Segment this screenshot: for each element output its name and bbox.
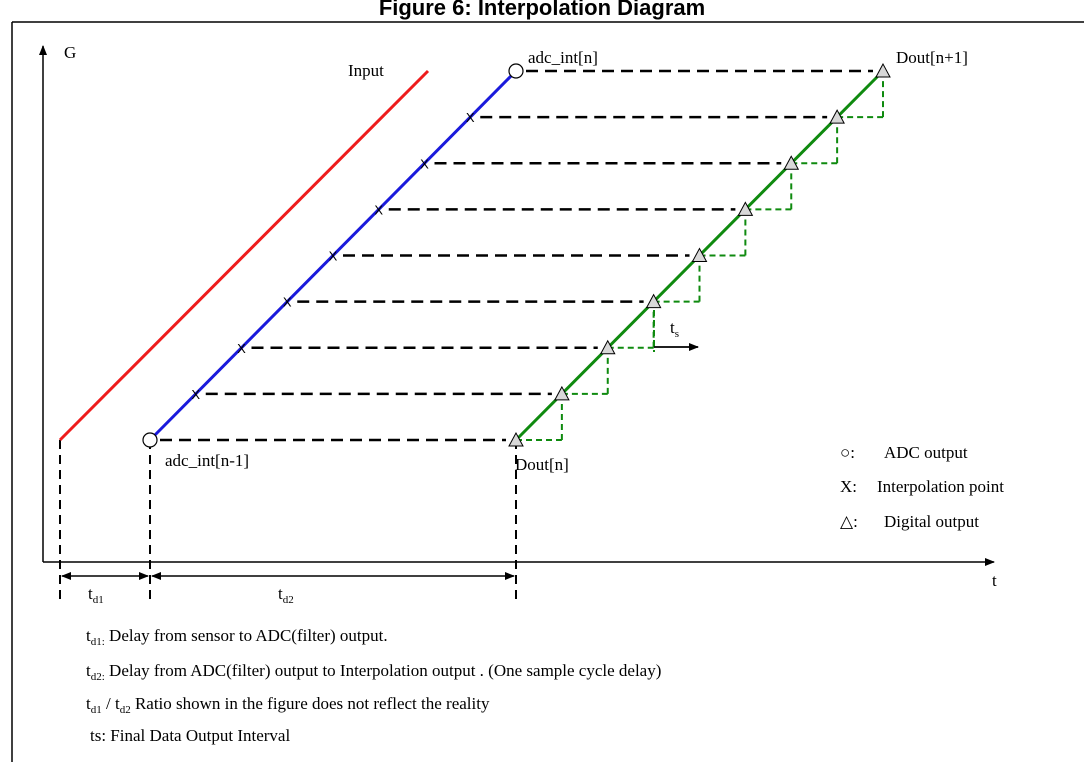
dout-start-label: Dout[n] (515, 455, 569, 474)
legend-digital-text: Digital output (884, 512, 979, 531)
y-axis-label: G (64, 43, 76, 62)
figure-frame (11, 21, 1084, 762)
legend-interp-text: Interpolation point (877, 477, 1004, 496)
digital-output-marker (875, 62, 891, 78)
digital-output-marker (829, 109, 845, 124)
figure-title: Figure 6: Interpolation Diagram (379, 0, 705, 20)
digital-output-marker (645, 293, 662, 309)
digital-output-marker (737, 201, 754, 216)
legend-adc-symbol: ○: (840, 443, 855, 462)
adc-start-label: adc_int[n-1] (165, 451, 249, 470)
legend-adc-text: ADC output (884, 443, 968, 462)
input-line (58, 69, 430, 442)
notes: td1: Delay from sensor to ADC(filter) ou… (86, 626, 661, 745)
digital-output-marker (554, 385, 570, 401)
digital-output-marker (508, 431, 524, 447)
td2-label: td2 (278, 584, 294, 606)
note-ratio: td1 / td2 Ratio shown in the figure does… (86, 694, 490, 716)
adc-end-label: adc_int[n] (528, 48, 598, 67)
digital-output-marker (599, 339, 616, 355)
legend-interp-symbol: X: (840, 477, 857, 496)
interpolation-point-mark: X (329, 249, 338, 264)
note-td1: td1: Delay from sensor to ADC(filter) ou… (86, 626, 388, 648)
adc-output-marker-start (142, 432, 158, 448)
digital-output-marker (783, 155, 800, 170)
interpolation-point-mark: X (420, 156, 429, 171)
x-axis-label: t (992, 571, 997, 590)
interpolation-point-mark: X (191, 387, 200, 402)
legend-digital-symbol: △: (840, 512, 858, 531)
interpolation-point-mark: X (237, 341, 246, 356)
td1-label: td1 (88, 584, 104, 606)
dout-end-label: Dout[n+1] (896, 48, 968, 67)
drop-lines (59, 440, 517, 600)
ts-label: ts (670, 318, 679, 340)
interpolation-point-mark: X (374, 202, 383, 217)
legend: ○: ADC output X: Interpolation point △: … (840, 443, 1004, 531)
interpolation-points: X X X X X X X (191, 110, 475, 402)
digital-output-marker (691, 247, 708, 262)
interpolation-line (148, 69, 518, 442)
projection-lines (160, 69, 873, 442)
interpolation-point-mark: X (283, 295, 292, 310)
note-ts: ts: Final Data Output Interval (90, 726, 290, 745)
adc-output-marker-end (508, 63, 524, 79)
interpolation-point-mark: X (466, 110, 475, 125)
input-label: Input (348, 61, 384, 80)
note-td2: td2: Delay from ADC(filter) output to In… (86, 661, 661, 683)
digital-output-markers (508, 62, 891, 447)
